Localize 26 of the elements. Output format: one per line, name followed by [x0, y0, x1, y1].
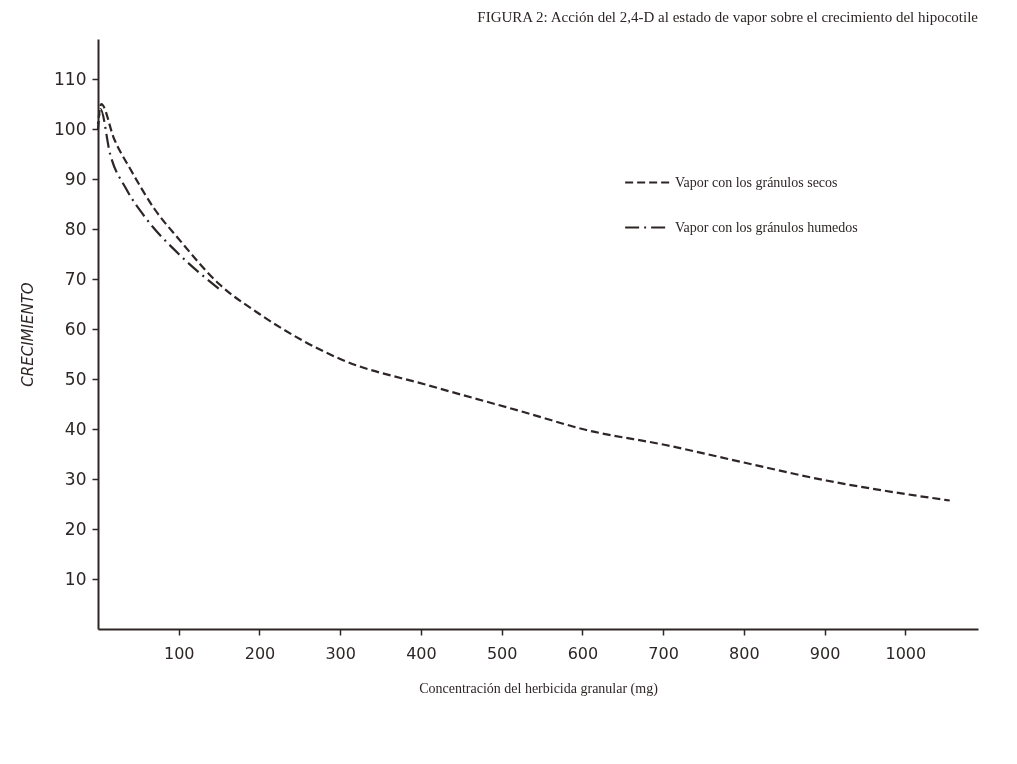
y-tick-label: 70 [64, 268, 87, 289]
x-tick-label: 600 [567, 643, 599, 663]
y-axis-title: CRECIMIENTO [19, 282, 38, 387]
x-tick-label: 200 [244, 643, 276, 663]
y-tick-label: 50 [64, 368, 87, 389]
y-tick-label: 20 [64, 518, 87, 539]
y-tick-label: 10 [64, 568, 87, 589]
x-tick-label: 300 [325, 643, 356, 663]
y-tick-label: 100 [54, 118, 87, 139]
x-tick-label: 100 [163, 643, 195, 663]
x-tick-label: 900 [809, 643, 841, 663]
y-tick-label: 90 [64, 168, 87, 189]
y-tick-label: 60 [64, 318, 87, 339]
x-tick-label: 800 [729, 643, 760, 663]
legend-label: Vapor con los gránulos humedos [675, 219, 858, 235]
x-tick-label: 500 [486, 643, 518, 663]
chart-title: FIGURA 2: Acción del 2,4-D al estado de vapor sobre el crecimiento del hipocotile [477, 9, 979, 25]
y-tick-label: 110 [54, 68, 87, 89]
x-axis-title: Concentración del herbicida granular (mg) [419, 680, 659, 697]
legend-label: Vapor con los gránulos secos [675, 174, 838, 190]
y-tick-label: 80 [64, 218, 87, 239]
x-tick-label: 400 [406, 643, 437, 663]
y-tick-label: 40 [64, 418, 87, 439]
x-tick-label: 1000 [885, 643, 927, 663]
x-tick-label: 700 [648, 643, 679, 663]
y-tick-label: 30 [64, 468, 87, 489]
